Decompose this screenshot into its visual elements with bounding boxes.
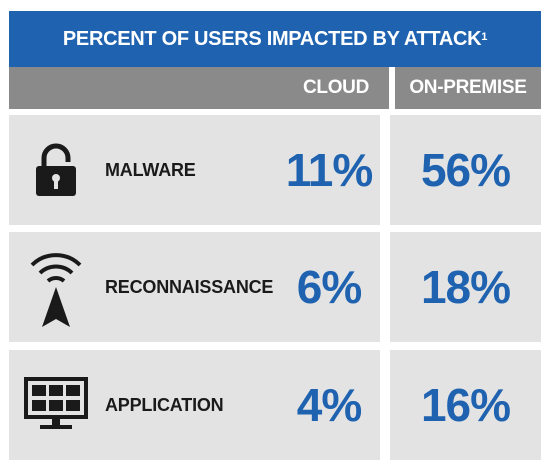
row-label: RECONNAISSANCE [105, 276, 274, 297]
header-divider [389, 67, 395, 109]
column-header-row: CLOUD ON-PREMISE [9, 67, 541, 109]
row-right-cell [390, 232, 541, 342]
value-on-premise: 16% [420, 379, 511, 431]
value-cloud: 6% [296, 261, 362, 313]
row-label: MALWARE [105, 159, 196, 180]
title-footnote-marker: 1 [481, 31, 488, 43]
value-on-premise: 56% [420, 144, 511, 196]
column-header-on-premise: ON-PREMISE [409, 77, 527, 98]
row-right-cell [390, 115, 541, 225]
chart-title: PERCENT OF USERS IMPACTED BY ATTACK 1 [9, 11, 541, 67]
value-cloud: 11% [285, 144, 374, 196]
table-row-malware: MALWARE 11% 56% [9, 115, 541, 225]
table-row-reconnaissance: RECONNAISSANCE 6% 18% [9, 232, 541, 342]
value-on-premise: 18% [420, 261, 511, 313]
row-right-cell [390, 350, 541, 460]
chart-title-text: PERCENT OF USERS IMPACTED BY ATTACK [62, 27, 482, 50]
monitor-icon [21, 350, 91, 460]
row-label: APPLICATION [105, 394, 224, 415]
antenna-icon [21, 232, 91, 342]
column-header-cloud: CLOUD [302, 77, 370, 98]
row-left-cell [9, 232, 380, 342]
value-cloud: 4% [296, 379, 362, 431]
table-row-application: APPLICATION 4% 16% [9, 350, 541, 460]
padlock-icon [21, 115, 91, 225]
